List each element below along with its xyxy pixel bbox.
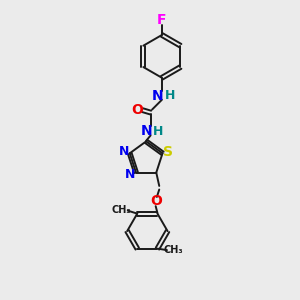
Text: O: O [150, 194, 162, 208]
Text: N: N [152, 88, 164, 103]
Text: O: O [132, 103, 143, 117]
Text: F: F [157, 13, 167, 27]
Text: S: S [164, 145, 173, 159]
Text: N: N [141, 124, 152, 138]
Text: N: N [118, 145, 129, 158]
Text: H: H [164, 89, 175, 102]
Text: CH₃: CH₃ [164, 245, 183, 255]
Text: N: N [125, 168, 135, 181]
Text: CH₃: CH₃ [111, 205, 131, 215]
Text: H: H [153, 125, 164, 138]
